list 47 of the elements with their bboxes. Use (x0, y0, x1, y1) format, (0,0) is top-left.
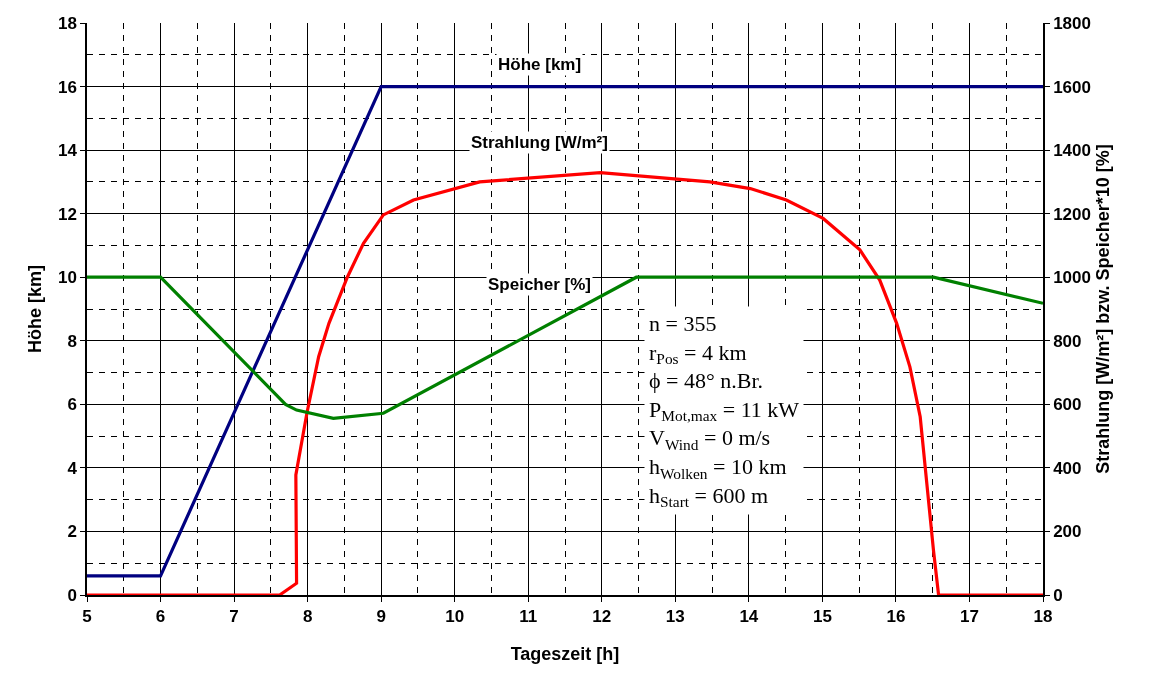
x-tick-label: 12 (592, 607, 612, 627)
y-axis-title: Höhe [km] (24, 264, 45, 354)
annotation: r$_{Pos}$ = 4 km (649, 339, 747, 368)
y2-tick-label: 1600 (1053, 77, 1091, 97)
series-label: Höhe [km] (498, 55, 582, 74)
y-tick-label: 18 (57, 13, 77, 33)
y2-tick-label: 1200 (1053, 204, 1091, 224)
x-tick-label: 6 (155, 607, 166, 627)
annotation: h$_{Start}$ = 600 m (649, 482, 769, 511)
y2-tick-label: 800 (1053, 331, 1082, 351)
y2-tick-label: 600 (1053, 395, 1082, 415)
x-tick-label: 13 (665, 607, 685, 627)
x-axis-title: Tageszeit [h] (510, 643, 620, 664)
y-tick-label: 0 (67, 585, 77, 605)
y-tick-label: 14 (57, 141, 78, 161)
y2-tick-label: 1000 (1053, 268, 1091, 288)
annotation: P$_{Mot,max}$ = 11 kW (649, 396, 800, 425)
y-tick-label: 2 (67, 522, 77, 542)
annotation: h$_{Wolken}$ = 10 km (649, 454, 787, 482)
x-tick-label: 10 (445, 607, 465, 627)
y-tick-label: 6 (67, 395, 77, 415)
annotation: n = 355 (649, 311, 717, 336)
x-tick-label: 8 (302, 607, 313, 627)
x-tick-label: 17 (960, 607, 979, 627)
annotation: ϕ = 48° n.Br. (649, 368, 764, 394)
x-tick-label: 14 (739, 607, 759, 627)
x-tick-label: 15 (812, 607, 832, 627)
series-label: Strahlung [W/m²] (471, 133, 608, 152)
y-tick-label: 12 (57, 204, 77, 224)
y-tick-label: 8 (67, 331, 77, 351)
y-tick-label: 10 (57, 268, 77, 288)
y2-tick-label: 200 (1053, 522, 1082, 542)
x-tick-label: 16 (886, 607, 906, 627)
series-label: Speicher [%] (488, 275, 591, 294)
x-tick-label: 11 (519, 607, 538, 627)
y-tick-label: 16 (57, 77, 77, 97)
x-tick-label: 5 (82, 607, 92, 627)
x-tick-label: 9 (376, 607, 386, 627)
y-tick-label: 4 (67, 458, 78, 478)
y2-axis-title: Strahlung [W/m²] bzw. Speicher*10 [%] (1092, 144, 1113, 474)
y2-tick-label: 400 (1053, 458, 1082, 478)
x-tick-label: 18 (1033, 607, 1053, 627)
y2-tick-label: 0 (1053, 585, 1063, 605)
y2-tick-label: 1800 (1053, 13, 1091, 33)
annotation: V$_{Wind}$ = 0 m/s (649, 425, 771, 454)
x-tick-label: 7 (229, 607, 239, 627)
y2-tick-label: 1400 (1053, 141, 1091, 161)
